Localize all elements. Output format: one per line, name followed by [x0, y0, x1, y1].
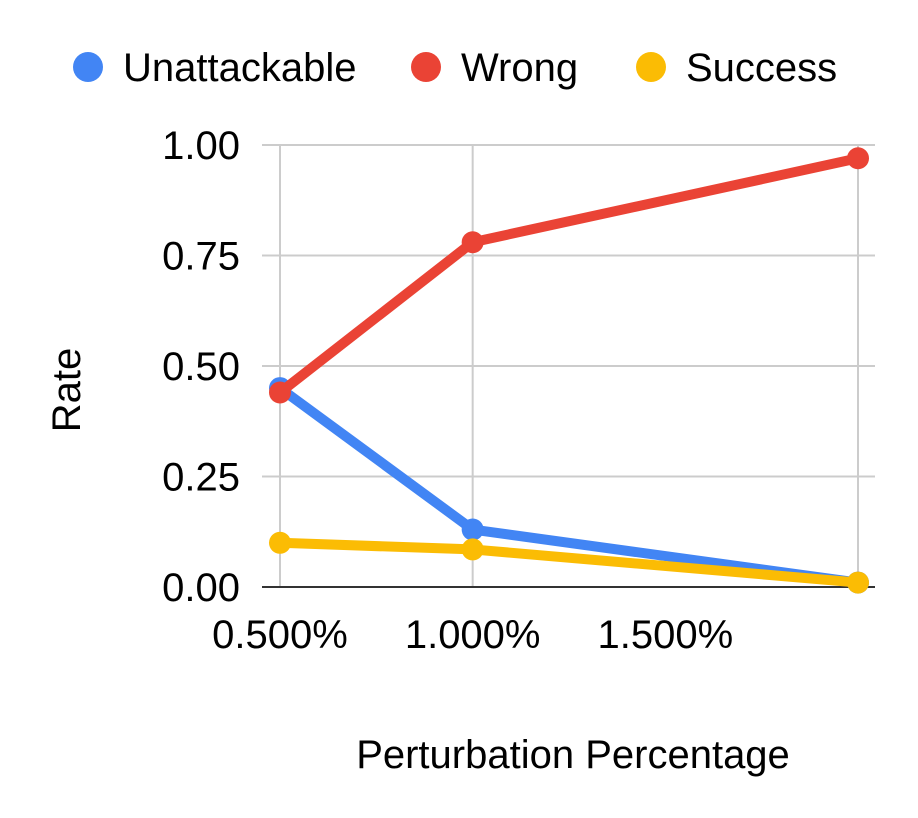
x-tick-label: 0.500% [212, 613, 348, 657]
data-point [847, 147, 869, 170]
x-axis-label: Perturbation Percentage [356, 733, 790, 777]
chart-legend: Unattackable Wrong Success [73, 46, 837, 90]
series-line [275, 153, 863, 398]
legend-marker [411, 52, 441, 82]
data-point [461, 518, 484, 541]
legend-marker [636, 52, 666, 82]
chart-grid [262, 144, 875, 588]
legend-item-wrong: Wrong [411, 46, 578, 90]
legend-label: Wrong [461, 46, 578, 90]
data-point [269, 531, 291, 554]
legend-label: Success [686, 46, 837, 90]
legend-item-success: Success [636, 46, 837, 90]
y-tick-label: 0.25 [162, 456, 240, 500]
x-axis-ticks: 0.500% 1.000% 1.500% [212, 613, 733, 657]
legend-marker [73, 52, 103, 82]
data-point [269, 381, 291, 404]
legend-item-unattackable: Unattackable [73, 46, 356, 90]
y-tick-label: 0.00 [162, 566, 240, 610]
data-point [461, 538, 484, 561]
chart-series [269, 147, 869, 594]
x-tick-label: 1.500% [597, 613, 733, 657]
series-wrong [269, 147, 869, 404]
x-tick-label: 1.000% [405, 613, 541, 657]
series-success [269, 531, 869, 594]
y-tick-label: 0.75 [162, 235, 240, 279]
y-tick-label: 1.00 [162, 124, 240, 168]
data-point [461, 231, 484, 254]
series-line [275, 537, 863, 588]
y-tick-label: 0.50 [162, 345, 240, 389]
legend-label: Unattackable [123, 46, 356, 90]
y-axis-ticks: 0.00 0.25 0.50 0.75 1.00 [162, 124, 240, 610]
data-point [847, 571, 869, 594]
y-axis-label: Rate [45, 348, 89, 433]
